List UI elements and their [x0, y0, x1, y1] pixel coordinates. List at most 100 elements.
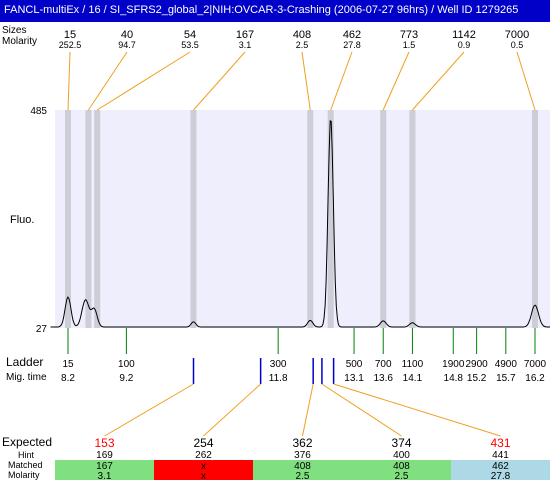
peak-molarity-label: 2.5 — [296, 40, 309, 50]
peak-connector — [412, 51, 465, 111]
fragment-hint: 441 — [492, 450, 509, 461]
peak-connector — [193, 51, 246, 111]
matched-row-label: Matched — [8, 460, 43, 470]
y-axis-label: Fluo. — [10, 214, 34, 226]
peak-size-label: 462 — [343, 29, 361, 41]
peak-band — [190, 110, 197, 328]
mig-time-label: Mig. time — [6, 372, 47, 383]
peak-connector — [301, 51, 311, 111]
peak-band — [94, 110, 101, 328]
fragment-matched: 408 — [393, 461, 410, 472]
peak-band — [380, 110, 387, 328]
peak-size-label: 15 — [64, 29, 76, 41]
fragment-molarity: 2.5 — [296, 471, 310, 480]
peak-molarity-label: 53.5 — [181, 40, 199, 50]
fragment-connector — [203, 383, 261, 437]
ladder-time-label: 14.8 — [444, 373, 464, 384]
peak-molarity-label: 0.9 — [458, 40, 471, 50]
fragment-cell — [451, 460, 550, 480]
peak-molarity-label: 0.5 — [511, 40, 524, 50]
peak-size-label: 167 — [236, 29, 254, 41]
ladder-size-label: 15 — [62, 359, 74, 370]
expected-row-label: Expected — [2, 435, 52, 449]
peak-molarity-label: 94.7 — [118, 40, 136, 50]
molarity-row-label: Molarity — [2, 36, 37, 47]
ladder-time-label: 15.2 — [467, 373, 487, 384]
peak-size-label: 1142 — [452, 29, 476, 41]
ladder-label: Ladder — [6, 355, 43, 369]
peak-size-label: 408 — [293, 29, 311, 41]
fragment-expected: 153 — [94, 436, 114, 450]
ladder-size-label: 7000 — [524, 359, 547, 370]
ladder-time-label: 13.1 — [344, 373, 364, 384]
molarity-bottom-row-label: Molarity — [8, 470, 40, 480]
fragment-matched: 167 — [96, 461, 113, 472]
hint-row-label: Hint — [18, 450, 35, 460]
fragment-matched: 462 — [492, 461, 509, 472]
peak-molarity-label: 3.1 — [239, 40, 252, 50]
peak-size-label: 773 — [400, 29, 418, 41]
peak-band — [307, 110, 314, 328]
ladder-time-label: 15.7 — [496, 373, 516, 384]
ladder-size-label: 2900 — [466, 359, 489, 370]
ladder-size-label: 1900 — [442, 359, 465, 370]
fragment-molarity: 27.8 — [491, 471, 511, 480]
fragment-hint: 376 — [294, 450, 311, 461]
peak-connector — [88, 51, 128, 111]
peak-connector — [382, 51, 410, 111]
y-tick-label: 485 — [30, 106, 47, 117]
peak-size-label: 54 — [184, 29, 196, 41]
peak-connector — [67, 51, 71, 111]
peak-connector — [516, 51, 536, 111]
fragment-expected: 254 — [193, 436, 213, 450]
peak-molarity-label: 252.5 — [59, 40, 82, 50]
ladder-time-label: 14.1 — [403, 373, 423, 384]
fragment-hint: 262 — [195, 450, 212, 461]
fragment-hint: 169 — [96, 450, 113, 461]
fragment-connector — [302, 383, 314, 437]
fragment-expected: 374 — [391, 436, 411, 450]
fragment-connector — [104, 383, 194, 437]
title-bar: FANCL-multiEx / 16 / SI_SFRS2_global_2|N… — [0, 0, 550, 22]
peak-band — [65, 110, 71, 328]
peak-band — [532, 110, 538, 328]
fragment-hint: 400 — [393, 450, 410, 461]
ladder-size-label: 100 — [118, 359, 135, 370]
fragment-cell — [253, 460, 352, 480]
fragment-connector — [321, 383, 402, 437]
fragment-cell — [154, 460, 253, 480]
window-title: FANCL-multiEx / 16 / SI_SFRS2_global_2|N… — [4, 4, 519, 16]
fragment-connector — [333, 383, 501, 437]
ladder-time-label: 8.2 — [61, 373, 75, 384]
y-tick-label: 27 — [36, 324, 48, 335]
peak-molarity-label: 1.5 — [403, 40, 416, 50]
fragment-cell — [55, 460, 154, 480]
trace-line — [50, 120, 550, 328]
ladder-time-label: 16.2 — [525, 373, 545, 384]
peak-size-label: 40 — [121, 29, 133, 41]
ladder-size-label: 700 — [375, 359, 392, 370]
ladder-size-label: 1100 — [402, 359, 424, 370]
fragment-molarity: 2.5 — [395, 471, 409, 480]
fragment-expected: 431 — [490, 436, 510, 450]
ladder-time-label: 11.8 — [269, 373, 288, 384]
fragment-cell — [352, 460, 451, 480]
peak-band — [327, 110, 334, 328]
plot-area — [55, 110, 550, 328]
ladder-time-label: 9.2 — [119, 373, 133, 384]
peak-connector — [330, 51, 353, 111]
ladder-time-label: 13.6 — [373, 373, 393, 384]
peak-band — [85, 110, 92, 328]
fragment-matched: 408 — [294, 461, 311, 472]
peak-size-label: 7000 — [505, 29, 529, 41]
ladder-size-label: 4900 — [495, 359, 518, 370]
fragment-matched: x — [201, 461, 206, 472]
ladder-size-label: 300 — [270, 359, 287, 370]
peak-molarity-label: 27.8 — [343, 40, 361, 50]
peak-connector — [96, 51, 191, 111]
fragment-molarity: x — [201, 471, 206, 480]
fragment-expected: 362 — [292, 436, 312, 450]
fragment-molarity: 3.1 — [98, 471, 112, 480]
sizes-row-label: Sizes — [2, 25, 26, 36]
